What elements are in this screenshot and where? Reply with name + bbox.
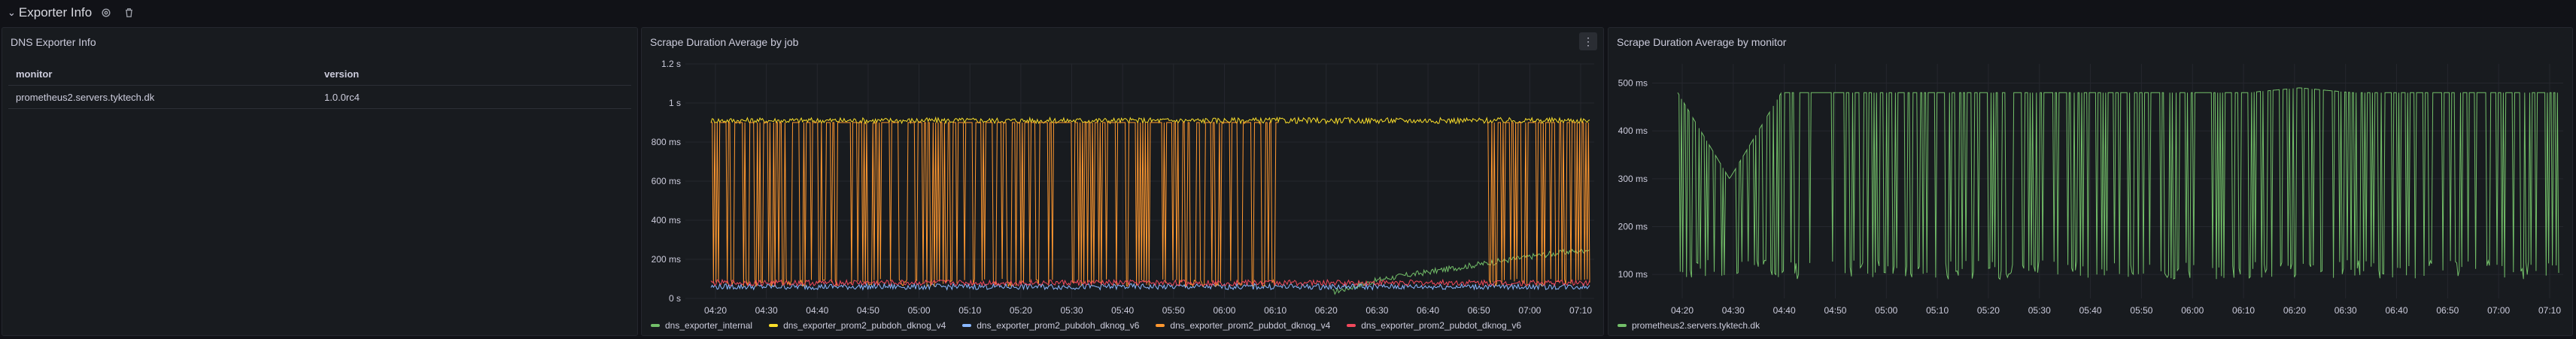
legend-swatch bbox=[1156, 324, 1165, 327]
x-tick-label: 05:00 bbox=[1875, 305, 1897, 316]
x-tick-label: 04:30 bbox=[755, 305, 778, 316]
x-tick-label: 06:30 bbox=[1365, 305, 1388, 316]
y-tick-label: 0 s bbox=[669, 293, 681, 304]
x-tick-label: 05:50 bbox=[1162, 305, 1185, 316]
series-line-dns_exporter_prom2_pubdot_dknog_v4 bbox=[1487, 122, 1590, 287]
legend-item[interactable]: dns_exporter_prom2_pubdoh_dknog_v6 bbox=[962, 320, 1139, 331]
y-tick-label: 200 ms bbox=[1618, 221, 1648, 232]
x-tick-label: 06:50 bbox=[1468, 305, 1490, 316]
column-header-version[interactable]: version bbox=[324, 68, 360, 80]
cell-version: 1.0.0rc4 bbox=[324, 91, 360, 103]
legend-job: dns_exporter_internal dns_exporter_prom2_… bbox=[651, 320, 1521, 331]
x-tick-label: 07:10 bbox=[2538, 305, 2561, 316]
legend-swatch bbox=[651, 324, 660, 327]
x-tick-label: 06:20 bbox=[1315, 305, 1338, 316]
series-line-dns_exporter_prom2_pubdot_dknog_v6 bbox=[710, 278, 1590, 287]
legend-item[interactable]: dns_exporter_prom2_pubdot_dknog_v6 bbox=[1347, 320, 1521, 331]
x-tick-label: 06:00 bbox=[1213, 305, 1235, 316]
legend-swatch bbox=[1347, 324, 1356, 327]
legend-label: dns_exporter_prom2_pubdot_dknog_v6 bbox=[1361, 320, 1522, 331]
y-tick-label: 300 ms bbox=[1618, 174, 1648, 184]
x-tick-label: 05:50 bbox=[2130, 305, 2152, 316]
legend-swatch bbox=[769, 324, 779, 327]
y-tick-label: 600 ms bbox=[652, 176, 681, 186]
x-tick-label: 06:00 bbox=[2181, 305, 2204, 316]
x-tick-label: 05:10 bbox=[958, 305, 981, 316]
legend-label: dns_exporter_prom2_pubdoh_dknog_v4 bbox=[783, 320, 946, 331]
y-tick-label: 400 ms bbox=[1618, 126, 1648, 136]
x-tick-label: 05:20 bbox=[1010, 305, 1032, 316]
chevron-down-icon: ⌄ bbox=[8, 7, 16, 18]
row-title: Exporter Info bbox=[18, 5, 93, 20]
legend-label: dns_exporter_internal bbox=[665, 320, 753, 331]
legend-swatch bbox=[962, 324, 972, 327]
x-tick-label: 06:30 bbox=[2334, 305, 2357, 316]
column-header-monitor[interactable]: monitor bbox=[16, 68, 53, 80]
legend-item[interactable]: dns_exporter_internal bbox=[651, 320, 752, 331]
dns-exporter-info-panel: DNS Exporter Info monitor version promet… bbox=[2, 27, 638, 336]
panel-title: Scrape Duration Average by job bbox=[650, 36, 799, 48]
scrape-duration-by-monitor-panel: Scrape Duration Average by monitor 100 m… bbox=[1608, 27, 2573, 336]
trash-icon[interactable] bbox=[120, 5, 137, 21]
x-tick-label: 06:10 bbox=[1264, 305, 1286, 316]
legend-label: prometheus2.servers.tyktech.dk bbox=[1632, 320, 1760, 331]
x-tick-label: 04:30 bbox=[1722, 305, 1745, 316]
x-tick-label: 04:20 bbox=[1671, 305, 1694, 316]
series-line-dns_exporter_prom2_pubdoh_dknog_v4 bbox=[710, 116, 1590, 126]
row-header: ⌄ Exporter Info bbox=[0, 0, 2576, 26]
y-tick-label: 800 ms bbox=[652, 137, 681, 147]
scrape-duration-by-job-panel: Scrape Duration Average by job ⋮ 0 s 200 … bbox=[641, 27, 1604, 336]
x-tick-label: 04:40 bbox=[806, 305, 828, 316]
x-tick-label: 05:00 bbox=[908, 305, 931, 316]
x-tick-label: 06:40 bbox=[1417, 305, 1439, 316]
x-tick-label: 07:00 bbox=[1518, 305, 1541, 316]
x-tick-label: 06:50 bbox=[2436, 305, 2459, 316]
x-tick-label: 05:40 bbox=[2079, 305, 2102, 316]
series-line-dns_exporter_internal bbox=[1332, 247, 1590, 295]
chart-monitor[interactable]: 100 ms 200 ms 300 ms 400 ms 500 ms 04:20 04:30… bbox=[1608, 58, 2572, 328]
x-tick-label: 04:20 bbox=[704, 305, 727, 316]
legend-monitor: prometheus2.servers.tyktech.dk bbox=[1618, 320, 1760, 331]
x-tick-label: 06:10 bbox=[2232, 305, 2255, 316]
x-tick-label: 06:40 bbox=[2386, 305, 2408, 316]
legend-swatch bbox=[1618, 324, 1627, 327]
x-tick-label: 04:50 bbox=[857, 305, 879, 316]
y-tick-label: 400 ms bbox=[652, 215, 681, 225]
info-table: monitor version prometheus2.servers.tykt… bbox=[8, 62, 631, 109]
x-tick-label: 07:10 bbox=[1569, 305, 1592, 316]
kebab-menu-icon[interactable]: ⋮ bbox=[1579, 32, 1597, 50]
series-line-dns_exporter_prom2_pubdoh_dknog_v6 bbox=[710, 282, 1590, 291]
x-tick-label: 07:00 bbox=[2487, 305, 2510, 316]
y-tick-label: 100 ms bbox=[1618, 269, 1648, 280]
series-line-dns_exporter_prom2_pubdot_dknog_v4 bbox=[711, 122, 1279, 288]
x-tick-label: 06:20 bbox=[2283, 305, 2306, 316]
x-tick-label: 05:40 bbox=[1111, 305, 1134, 316]
row-toggle[interactable]: ⌄ Exporter Info bbox=[8, 5, 92, 20]
panel-title: DNS Exporter Info bbox=[11, 36, 96, 48]
chart-job[interactable]: 0 s 200 ms 400 ms 600 ms 800 ms 1 s 1.2 s 04:20… bbox=[642, 58, 1603, 328]
legend-item[interactable]: dns_exporter_prom2_pubdoh_dknog_v4 bbox=[769, 320, 946, 331]
table-row: prometheus2.servers.tyktech.dk 1.0.0rc4 bbox=[8, 86, 631, 109]
legend-item[interactable]: dns_exporter_prom2_pubdot_dknog_v4 bbox=[1156, 320, 1330, 331]
table-header: monitor version bbox=[8, 62, 631, 86]
x-tick-label: 04:40 bbox=[1773, 305, 1796, 316]
x-tick-label: 04:50 bbox=[1824, 305, 1846, 316]
gear-icon[interactable] bbox=[98, 5, 114, 21]
cell-monitor: prometheus2.servers.tyktech.dk bbox=[16, 91, 155, 103]
x-tick-label: 05:20 bbox=[1977, 305, 2000, 316]
y-tick-label: 500 ms bbox=[1618, 77, 1648, 88]
legend-label: dns_exporter_prom2_pubdoh_dknog_v6 bbox=[977, 320, 1140, 331]
series-line-prometheus2.servers.tyktech.dk bbox=[1677, 87, 2559, 280]
x-tick-label: 05:10 bbox=[1926, 305, 1949, 316]
panel-title: Scrape Duration Average by monitor bbox=[1617, 36, 1787, 48]
legend-item[interactable]: prometheus2.servers.tyktech.dk bbox=[1618, 320, 1760, 331]
legend-label: dns_exporter_prom2_pubdot_dknog_v4 bbox=[1170, 320, 1331, 331]
y-tick-label: 1.2 s bbox=[661, 59, 681, 69]
x-tick-label: 05:30 bbox=[2028, 305, 2051, 316]
y-tick-label: 1 s bbox=[669, 98, 681, 108]
x-tick-label: 05:30 bbox=[1061, 305, 1083, 316]
y-tick-label: 200 ms bbox=[652, 254, 681, 265]
